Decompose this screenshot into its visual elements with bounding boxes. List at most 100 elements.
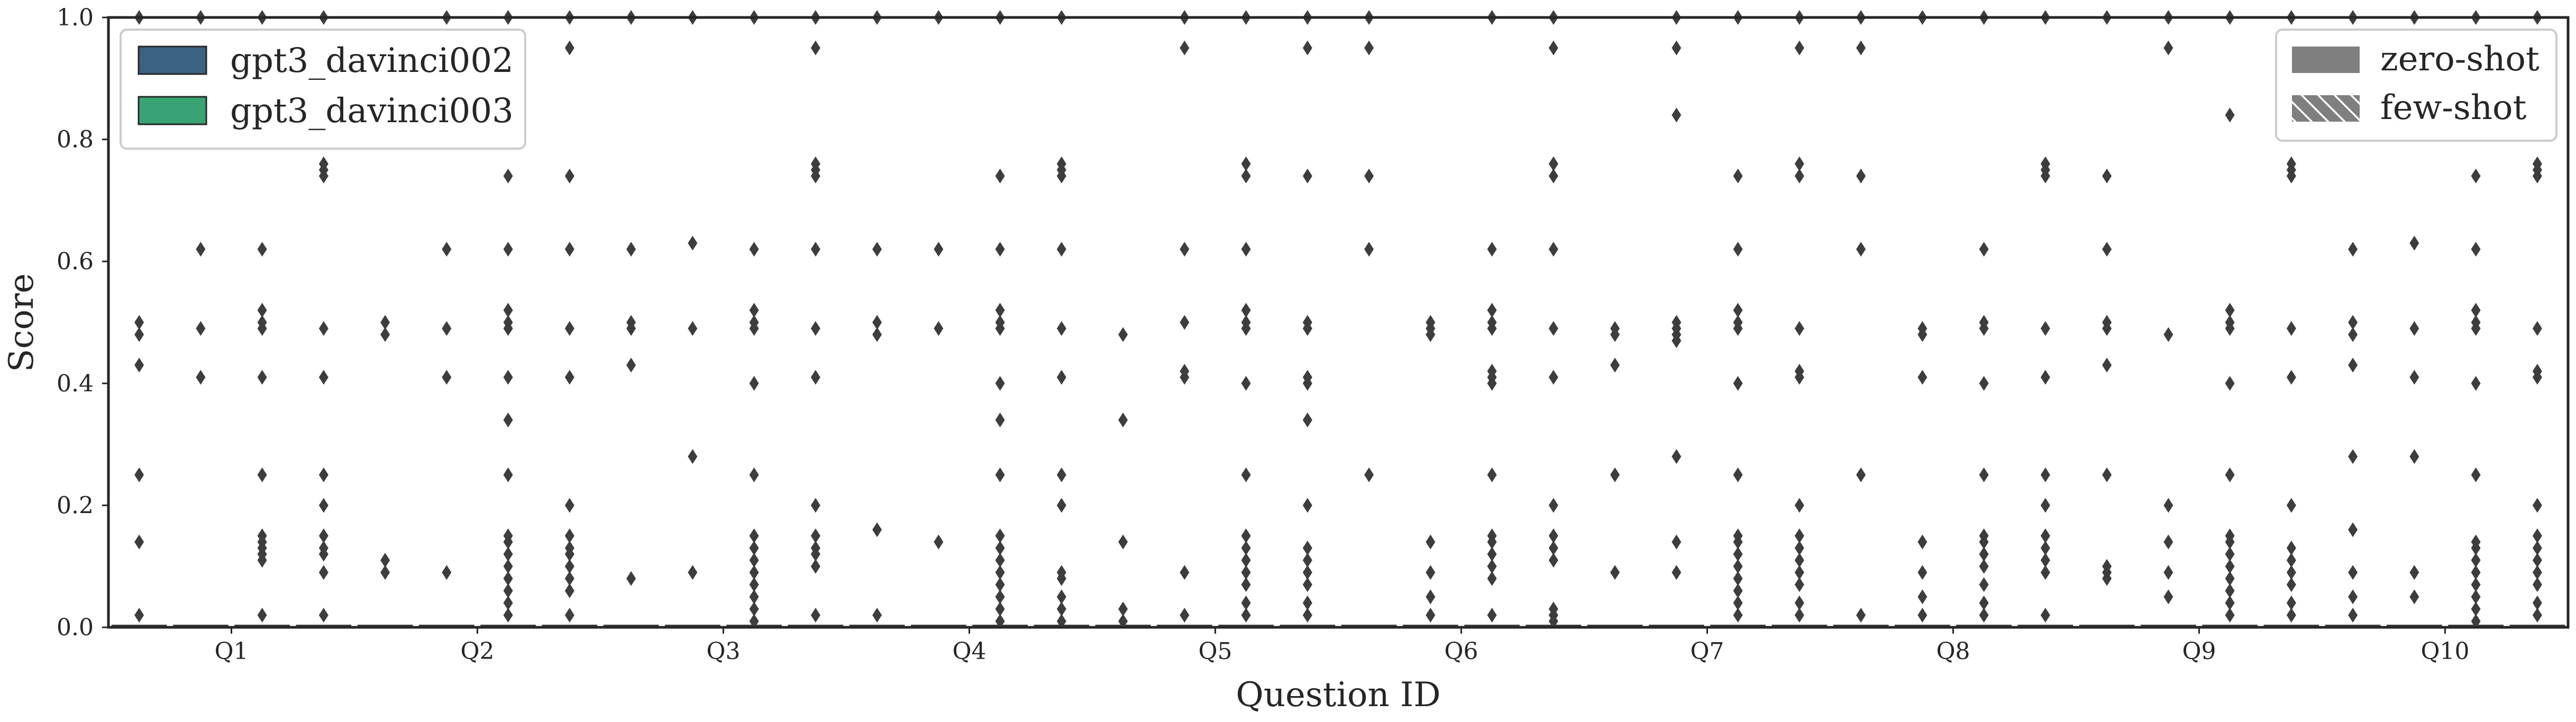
outlier-point (1794, 541, 1804, 556)
outlier-point (564, 370, 574, 385)
outlier-point (503, 595, 513, 610)
outlier-point (1794, 595, 1804, 610)
legend-swatch-zero-shot (2292, 47, 2360, 73)
outlier-point (1241, 168, 1251, 184)
outlier-point (1979, 559, 1989, 574)
outlier-point (2225, 607, 2235, 623)
outlier-point (1241, 565, 1251, 580)
outlier-point (2102, 571, 2112, 586)
outlier-point (134, 467, 144, 482)
outlier-point (564, 321, 574, 336)
outlier-point (1794, 370, 1804, 385)
outlier-point (1364, 40, 1374, 56)
outlier-point (810, 559, 820, 574)
x-tick-label: Q4 (952, 638, 986, 665)
outlier-point (995, 577, 1005, 592)
outlier-point (626, 571, 636, 586)
outlier-point (1548, 370, 1558, 385)
y-axis-title: Score (2, 273, 41, 372)
outlier-point (872, 315, 882, 330)
outlier-point (1671, 333, 1682, 349)
y-tick-label: 0.8 (57, 126, 94, 153)
outlier-point (1671, 107, 1682, 123)
y-tick-label: 0.4 (57, 370, 94, 397)
outlier-point (1979, 321, 1989, 336)
outlier-point (1856, 467, 1866, 482)
outlier-point (995, 321, 1005, 336)
outlier-point (1180, 242, 1190, 257)
outlier-point (1548, 168, 1558, 184)
outlier-point (318, 168, 328, 184)
outlier-point (2348, 589, 2358, 605)
outlier-point (134, 327, 144, 342)
outlier-point (1548, 156, 1558, 171)
outlier-point (1056, 242, 1066, 257)
outlier-point (2163, 534, 2173, 550)
outlier-point (1548, 321, 1558, 336)
outlier-point (1979, 546, 1989, 562)
outlier-point (1487, 571, 1497, 586)
outlier-point (1733, 607, 1743, 623)
outlier-point (1180, 607, 1190, 623)
outlier-point (442, 370, 452, 385)
outlier-point (1241, 541, 1251, 556)
outlier-point (872, 242, 882, 257)
outlier-point (749, 303, 759, 318)
outlier-point (1241, 595, 1251, 610)
outlier-point (318, 321, 328, 336)
outlier-point (1794, 156, 1804, 171)
x-tick-label: Q9 (2182, 638, 2216, 665)
outlier-point (380, 565, 390, 580)
outlier-point (810, 498, 820, 513)
outlier-point (1733, 546, 1743, 562)
outlier-point (1426, 607, 1436, 623)
outlier-point (1856, 607, 1866, 623)
outlier-point (503, 242, 513, 257)
outlier-point (2409, 321, 2419, 336)
outlier-point (2040, 541, 2050, 556)
outlier-point (995, 565, 1005, 580)
outlier-point (2102, 168, 2112, 184)
outlier-point (1794, 577, 1804, 592)
outlier-point (1733, 534, 1743, 550)
y-tick-label: 0.2 (57, 492, 94, 519)
outlier-point (995, 242, 1005, 257)
outlier-point (380, 315, 390, 330)
outlier-point (2102, 467, 2112, 482)
outlier-point (1979, 376, 1989, 391)
outlier-point (749, 242, 759, 257)
y-tick-label: 0.0 (57, 614, 94, 641)
outlier-point (934, 242, 944, 257)
legend-swatch-davinci002 (138, 45, 207, 75)
legend-label-zero-shot: zero-shot (2380, 40, 2540, 79)
outlier-point (995, 467, 1005, 482)
outlier-point (318, 528, 328, 544)
outlier-point (2225, 546, 2235, 562)
outlier-point (2286, 370, 2296, 385)
outlier-point (1733, 571, 1743, 586)
outlier-point (2225, 571, 2235, 586)
outlier-point (2409, 449, 2419, 464)
outlier-point (2471, 467, 2481, 482)
outlier-point (1241, 156, 1251, 171)
outlier-point (318, 467, 328, 482)
x-tick-label: Q10 (2420, 638, 2469, 665)
outlier-point (2040, 565, 2050, 580)
outlier-point (1426, 589, 1436, 605)
outlier-point (2532, 553, 2542, 568)
outlier-point (1917, 534, 1928, 550)
outlier-point (1056, 370, 1066, 385)
outlier-point (626, 358, 636, 373)
outlier-point (1426, 565, 1436, 580)
outlier-point (2040, 607, 2050, 623)
outlier-point (1118, 327, 1128, 342)
outlier-point (1610, 467, 1620, 482)
outlier-point (318, 607, 328, 623)
outlier-point (626, 242, 636, 257)
y-tick-label: 0.6 (57, 248, 94, 275)
outlier-point (1302, 565, 1312, 580)
outlier-point (1979, 467, 1989, 482)
outlier-point (503, 370, 513, 385)
outlier-point (934, 321, 944, 336)
outlier-point (1979, 534, 1989, 550)
